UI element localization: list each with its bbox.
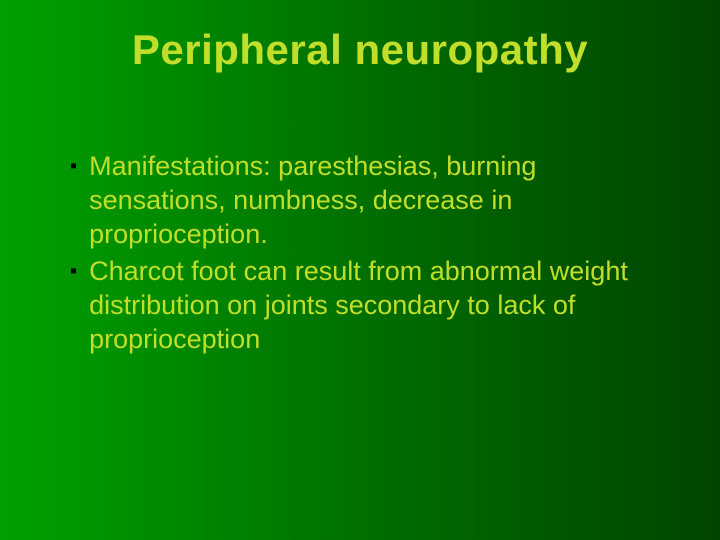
list-item: ▪ Charcot foot can result from abnormal … xyxy=(70,255,660,356)
slide: Peripheral neuropathy ▪ Manifestations: … xyxy=(0,0,720,540)
bullet-text: Manifestations: paresthesias, burning se… xyxy=(89,150,660,251)
slide-body: ▪ Manifestations: paresthesias, burning … xyxy=(70,150,660,361)
bullet-text: Charcot foot can result from abnormal we… xyxy=(89,255,660,356)
bullet-icon: ▪ xyxy=(70,156,77,176)
bullet-icon: ▪ xyxy=(70,261,77,281)
slide-title: Peripheral neuropathy xyxy=(0,26,720,74)
list-item: ▪ Manifestations: paresthesias, burning … xyxy=(70,150,660,251)
